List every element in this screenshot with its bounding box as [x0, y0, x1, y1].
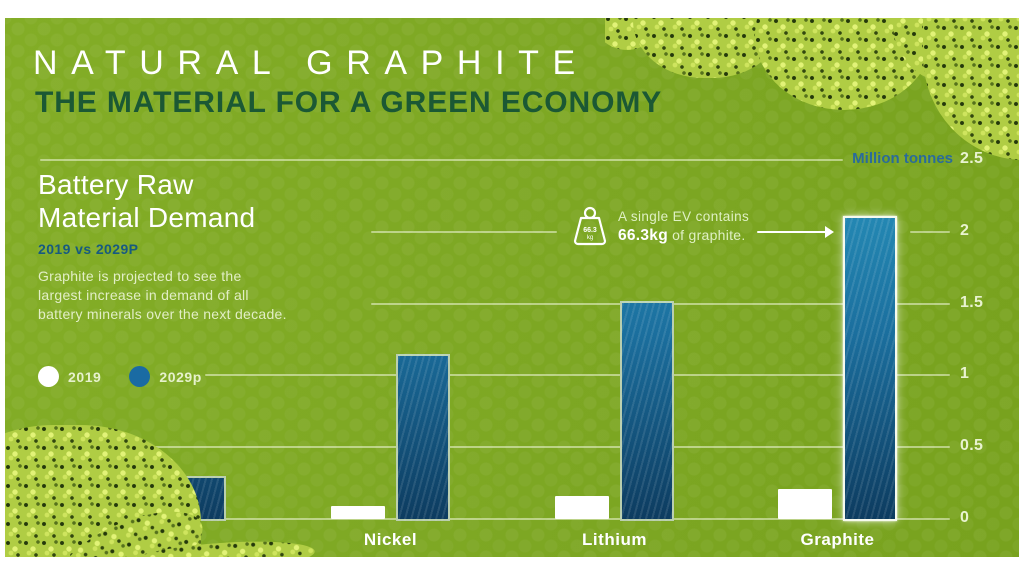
chart-description: Graphite is projected to see the largest… — [38, 268, 287, 323]
comparison-label: 2019 vs 2029P — [38, 241, 139, 257]
weight-icon-value: 66.3 — [583, 227, 597, 234]
bar-nickel-2019 — [331, 506, 385, 519]
chart-title: Battery Raw Material Demand — [38, 168, 255, 234]
gridline — [40, 446, 950, 448]
legend-swatch-2029p — [129, 366, 151, 387]
legend-item-2029p: 2029p — [129, 366, 202, 387]
y-tick-label: 0.5 — [960, 437, 984, 454]
weight-icon-unit: kg — [587, 235, 593, 241]
bar-nickel-2029p — [396, 354, 450, 521]
gridline — [205, 374, 950, 376]
chart-title-line1: Battery Raw — [38, 169, 194, 200]
y-tick-label: 1 — [960, 365, 970, 382]
bar-graphite-2019 — [778, 489, 832, 519]
legend-label-2019: 2019 — [68, 368, 102, 385]
category-label-lithium: Lithium — [582, 530, 647, 549]
y-tick-label: 0 — [960, 509, 970, 526]
legend-label-2029p: 2029p — [159, 368, 202, 385]
bar-lithium-2029p — [620, 301, 674, 521]
y-axis-unit-label: Million tonnes — [852, 150, 953, 167]
decorative-texture-top-right — [605, 18, 1019, 193]
bar-graphite-2029p — [843, 216, 897, 521]
category-label-nickel: Nickel — [363, 530, 418, 549]
annotation-text-line1: A single EV contains — [618, 209, 750, 224]
category-label-graphite: Graphite — [800, 530, 875, 549]
page-subtitle: THE MATERIAL FOR A GREEN ECONOMY — [35, 86, 663, 119]
gridline — [371, 231, 557, 233]
annotation-rest: of graphite. — [667, 227, 746, 243]
gridline — [40, 159, 843, 161]
y-tick-label: 1.5 — [960, 294, 984, 311]
annotation-value: 66.3kg — [618, 227, 668, 244]
annotation-text-line2: 66.3kg of graphite. — [618, 227, 746, 245]
decorative-texture-bottom-left — [5, 407, 335, 557]
gridline — [910, 231, 950, 233]
y-tick-label: 2.5 — [960, 150, 984, 167]
bar-lithium-2019 — [555, 496, 609, 519]
chart-title-line2: Material Demand — [38, 202, 256, 234]
y-tick-label: 2 — [960, 222, 970, 239]
legend-swatch-2019 — [38, 366, 59, 387]
gridline — [40, 518, 950, 520]
annotation-arrow — [757, 231, 827, 233]
legend-item-2019: 2019 — [38, 366, 101, 387]
page-title: NATURAL GRAPHITE — [33, 44, 589, 82]
infographic-canvas: 00.511.522.5CobaltNickelLithiumGraphite … — [5, 18, 1019, 557]
annotation-arrowhead-icon — [825, 226, 834, 238]
chart-legend: 2019 2029p — [38, 366, 202, 387]
weight-icon: 66.3 kg — [568, 204, 612, 255]
